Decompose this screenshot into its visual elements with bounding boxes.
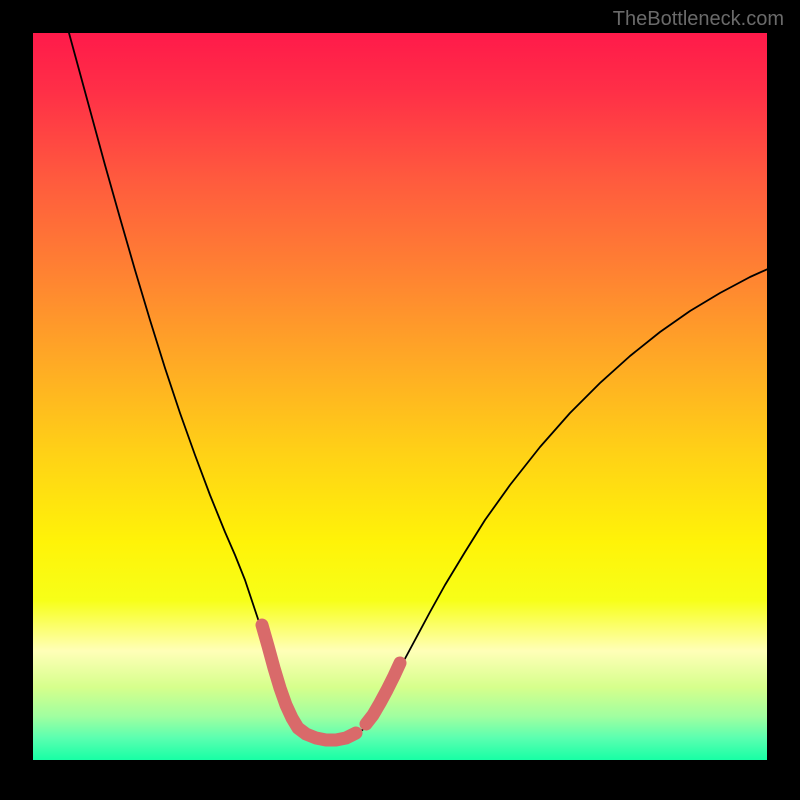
bottleneck-curve-chart [0,0,800,800]
watermark-text: TheBottleneck.com [613,8,784,31]
plot-background [33,33,767,760]
chart-container: TheBottleneck.com [0,0,800,800]
